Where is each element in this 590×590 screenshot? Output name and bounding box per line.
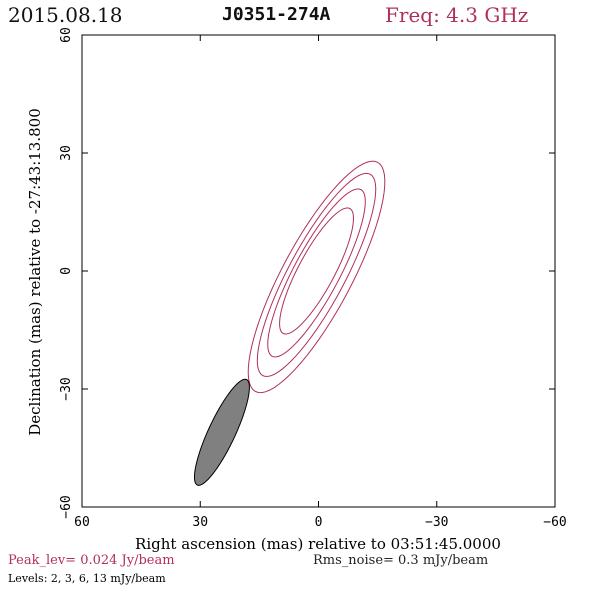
axis-ticks: 60 30 0 −30 −60 −60 −30 0 30 60 xyxy=(59,27,567,530)
contour-level-6 xyxy=(268,189,366,357)
beam-ellipse xyxy=(194,379,249,485)
x-axis-label: Right ascension (mas) relative to 03:51:… xyxy=(135,535,501,553)
plot-frame xyxy=(82,35,555,507)
peak-level: Peak_lev= 0.024 Jy/beam xyxy=(8,553,175,568)
contour-lines xyxy=(248,161,385,392)
x-tick-label: −60 xyxy=(543,515,566,530)
x-tick-label: 60 xyxy=(74,515,90,530)
y-tick-label: 60 xyxy=(59,27,74,43)
y-tick-label: 0 xyxy=(59,267,74,275)
x-tick-label: 0 xyxy=(315,515,323,530)
contour-level-13 xyxy=(280,208,354,334)
contour-level-3 xyxy=(257,173,375,376)
rms-noise: Rms_noise= 0.3 mJy/beam xyxy=(313,553,488,568)
contour-levels: Levels: 2, 3, 6, 13 mJy/beam xyxy=(8,572,166,585)
y-tick-label: −60 xyxy=(59,495,74,518)
y-axis-label: Declination (mas) relative to -27:43:13.… xyxy=(26,108,44,436)
beam-layer xyxy=(194,379,249,485)
y-tick-label: 30 xyxy=(59,145,74,161)
y-tick-label: −30 xyxy=(59,377,74,400)
x-tick-label: −30 xyxy=(425,515,448,530)
x-tick-label: 30 xyxy=(192,515,208,530)
